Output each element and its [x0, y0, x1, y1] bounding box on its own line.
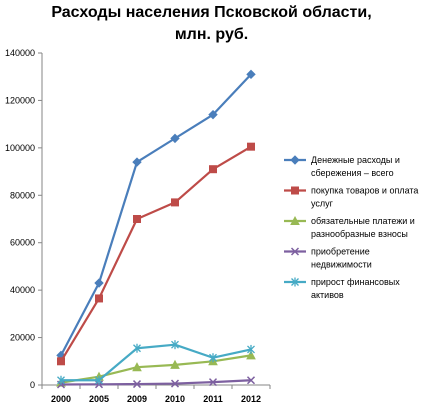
chart-title-line-1: Расходы населения Псковской области, [51, 4, 372, 21]
legend-label-line-1: обязательные платежи и [311, 216, 415, 226]
data-point [57, 357, 65, 366]
legend-entry-4: приобретение недвижимости [284, 247, 372, 270]
x-tick-label: 2000 [51, 394, 71, 404]
legend: Денежные расходы и сбережения – всего поку… [284, 155, 418, 300]
legend-label-line-1: покупка товаров и оплата [311, 186, 418, 196]
x-tick-label: 2012 [241, 394, 261, 404]
legend-label-line-2: разнообразные взносы [311, 229, 408, 239]
series-1 [56, 69, 256, 361]
series-4 [56, 376, 256, 389]
data-point [132, 380, 142, 389]
legend-label-line-2: сбережения – всего [311, 168, 394, 178]
data-point [170, 379, 180, 388]
series-line [60, 379, 252, 386]
data-point [247, 142, 255, 151]
series-line [60, 354, 252, 384]
data-point [208, 109, 218, 120]
data-point [246, 350, 256, 360]
data-point [171, 198, 179, 207]
y-tick-label: 0 [30, 380, 35, 390]
legend-marker [290, 215, 300, 225]
series-line [60, 73, 252, 356]
series-layer [56, 69, 256, 389]
data-point [132, 157, 142, 167]
legend-marker [291, 186, 299, 195]
series-5 [57, 340, 255, 385]
legend-label-line-1: приобретение [311, 247, 370, 257]
data-point [247, 344, 255, 354]
x-tick-label: 2011 [203, 394, 223, 404]
legend-label-line-2: услуг [311, 199, 334, 209]
y-tick-label: 20000 [10, 333, 35, 343]
legend-marker [290, 247, 300, 256]
data-point [246, 69, 256, 80]
data-point [170, 133, 180, 144]
legend-entry-1: Денежные расходы и сбережения – всего [284, 155, 400, 178]
data-point [209, 353, 217, 363]
legend-label-line-1: Денежные расходы и [311, 155, 400, 165]
legend-entry-3: обязательные платежи и разнообразные взно… [284, 215, 415, 239]
chart-title-line-2: млн. руб. [174, 26, 249, 43]
data-point [95, 375, 103, 385]
data-point [171, 340, 179, 350]
data-point [170, 359, 180, 369]
y-tick-label: 100000 [5, 143, 35, 153]
data-point [208, 378, 218, 387]
legend-marker [291, 277, 299, 287]
data-point [246, 376, 256, 385]
x-tick-label: 2009 [127, 394, 147, 404]
series-2 [57, 142, 255, 366]
chart-title: Расходы населения Псковской области, млн… [0, 2, 423, 46]
y-tick-label: 140000 [5, 48, 35, 58]
data-point [95, 294, 103, 303]
data-point [57, 375, 65, 385]
x-tick-label: 2005 [89, 394, 109, 404]
y-tick-label: 80000 [10, 190, 35, 200]
legend-label-line-1: прирост финансовых [311, 277, 400, 287]
data-point [209, 165, 217, 174]
x-tick-label: 2010 [165, 394, 185, 404]
legend-marker [290, 155, 300, 165]
series-line [61, 343, 252, 382]
data-point [94, 278, 104, 288]
legend-entry-2: покупка товаров и оплата услуг [284, 186, 418, 209]
legend-entry-5: прирост финансовых активов [284, 277, 400, 300]
data-point [133, 215, 141, 223]
legend-label-line-2: активов [311, 290, 344, 300]
y-tick-label: 60000 [10, 238, 35, 248]
y-tick-label: 40000 [10, 285, 35, 295]
data-point [133, 343, 141, 353]
y-tick-label: 120000 [5, 95, 35, 105]
legend-label-line-2: недвижимости [311, 260, 372, 270]
data-point [132, 362, 142, 372]
series-line [60, 145, 252, 362]
